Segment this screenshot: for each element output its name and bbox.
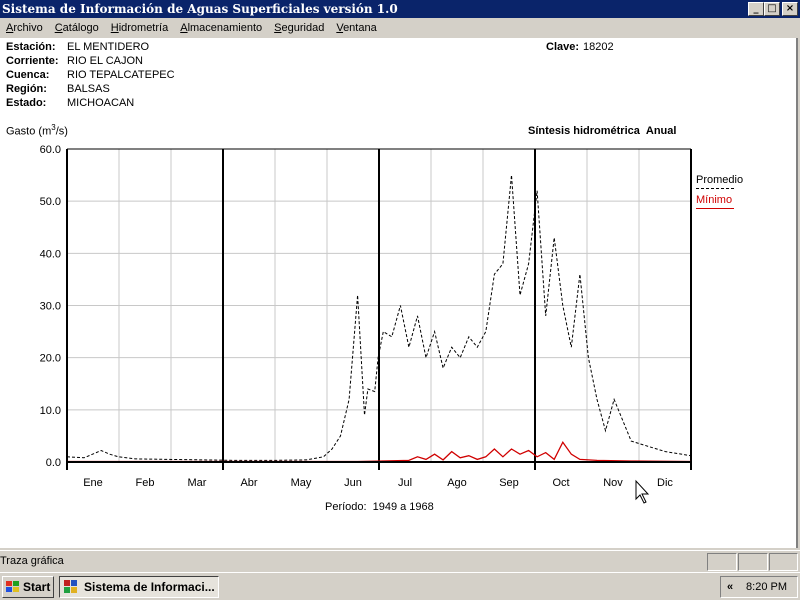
x-tick-label: Feb	[136, 477, 155, 489]
x-tick-label: Ago	[447, 477, 467, 489]
periodo-value: 1949 a 1968	[372, 501, 434, 513]
station-info: Estación: EL MENTIDERO Corriente: RIO EL…	[6, 40, 175, 110]
system-tray: « 8:20 PM	[720, 576, 798, 598]
info-label: Estado:	[6, 97, 47, 109]
y-tick-label: 40.0	[40, 248, 61, 260]
x-tick-label: Nov	[603, 477, 623, 489]
chart-mode: Anual	[645, 125, 677, 137]
start-label: Start	[23, 580, 51, 594]
app-icon	[64, 580, 77, 593]
start-button[interactable]: Start	[2, 576, 54, 598]
clave: Clave: 18202	[546, 40, 614, 54]
info-label: Estación:	[6, 41, 56, 53]
legend-promedio: Promedio	[696, 170, 743, 190]
x-tick-label: Jul	[398, 477, 412, 489]
task-label: Sistema de Informaci...	[84, 580, 215, 594]
info-value: RIO TEPALCATEPEC	[67, 69, 175, 81]
chart-window: Estación: EL MENTIDERO Corriente: RIO EL…	[0, 38, 798, 548]
y-tick-label: 10.0	[40, 405, 61, 417]
periodo-label: Período:	[325, 501, 367, 513]
status-bar: Traza gráfica	[0, 550, 800, 572]
x-tick-label: Mar	[188, 477, 207, 489]
ylabel-suffix: /s)	[55, 125, 68, 138]
title-bar: Sistema de Información de Aguas Superfic…	[0, 0, 800, 18]
close-button[interactable]: ×	[782, 2, 798, 16]
info-row-cuenca: Cuenca: RIO TEPALCATEPEC	[6, 68, 175, 82]
windows-logo-icon	[6, 581, 19, 592]
y-tick-label: 30.0	[40, 301, 61, 313]
y-axis-label: Gasto (m3/s)	[6, 123, 68, 138]
x-tick-label: May	[291, 477, 312, 489]
hydrograph-chart[interactable]: 0.0 10.0 20.0 30.0 40.0 50.0 60.0 Ene Feb Mar Abr M…	[0, 38, 798, 548]
x-tick-label: Ene	[83, 477, 103, 489]
ylabel-prefix: Gasto (m	[6, 125, 52, 138]
info-row-region: Región: BALSAS	[6, 82, 175, 96]
clave-value: 18202	[583, 41, 614, 53]
window-title: Sistema de Información de Aguas Superfic…	[2, 2, 398, 16]
chart-title: Síntesis hidrométrica Anual	[528, 125, 676, 137]
info-label: Corriente:	[6, 55, 59, 67]
clave-label: Clave:	[546, 41, 580, 53]
y-tick-label: 0.0	[46, 457, 61, 469]
legend-line-solid	[696, 208, 734, 209]
x-tick-label: Abr	[240, 477, 257, 489]
status-panel-3	[769, 553, 798, 571]
status-panel-2	[738, 553, 768, 571]
menu-hidrometria[interactable]: Hidrometría	[110, 22, 169, 34]
info-label: Cuenca:	[6, 69, 50, 81]
y-tick-label: 20.0	[40, 353, 61, 365]
series-line-promedio	[66, 175, 692, 461]
info-row-estacion: Estación: EL MENTIDERO	[6, 40, 175, 54]
menu-ventana[interactable]: Ventana	[336, 22, 377, 34]
x-tick-label: Sep	[499, 477, 519, 489]
legend-label: Mínimo	[696, 194, 733, 206]
menu-catalogo[interactable]: Catálogo	[54, 22, 99, 34]
minimize-button[interactable]: _	[748, 2, 764, 16]
legend-minimo: Mínimo	[696, 190, 743, 210]
taskbar-app-button[interactable]: Sistema de Informaci...	[59, 576, 219, 598]
menu-seguridad[interactable]: Seguridad	[274, 22, 325, 34]
taskbar: Start Sistema de Informaci... « 8:20 PM	[0, 572, 800, 600]
status-text: Traza gráfica	[0, 555, 64, 567]
menu-almacenamiento[interactable]: Almacenamiento	[180, 22, 263, 34]
x-tick-label: Oct	[552, 477, 569, 489]
info-value: MICHOACAN	[67, 97, 135, 109]
maximize-button[interactable]: □	[764, 2, 780, 16]
x-tick-label: Dic	[657, 477, 673, 489]
y-tick-label: 60.0	[40, 144, 61, 156]
legend-label: Promedio	[696, 174, 744, 186]
legend-line-dashed	[696, 188, 734, 189]
window-controls: _ □ ×	[748, 2, 798, 16]
series-line-minimo	[67, 440, 692, 463]
info-value: EL MENTIDERO	[67, 41, 150, 53]
menu-bar: Archivo Catálogo Hidrometría Almacenamie…	[0, 18, 800, 38]
chart-title-text: Síntesis hidrométrica	[528, 125, 640, 137]
x-tick-label: Jun	[344, 477, 362, 489]
ylabel-sup: 3	[51, 123, 56, 132]
info-label: Región:	[6, 83, 47, 95]
periodo: Período: 1949 a 1968	[319, 501, 434, 513]
legend: Promedio Mínimo	[696, 170, 743, 210]
clock: 8:20 PM	[746, 581, 787, 593]
info-row-estado: Estado: MICHOACAN	[6, 96, 175, 110]
mouse-cursor-icon	[635, 479, 650, 504]
info-row-corriente: Corriente: RIO EL CAJON	[6, 54, 175, 68]
tray-expand-icon[interactable]: «	[727, 581, 734, 593]
y-tick-label: 50.0	[40, 196, 61, 208]
info-value: BALSAS	[67, 83, 110, 95]
menu-archivo[interactable]: Archivo	[6, 22, 43, 34]
info-value: RIO EL CAJON	[67, 55, 143, 67]
status-panel-1	[707, 553, 737, 571]
